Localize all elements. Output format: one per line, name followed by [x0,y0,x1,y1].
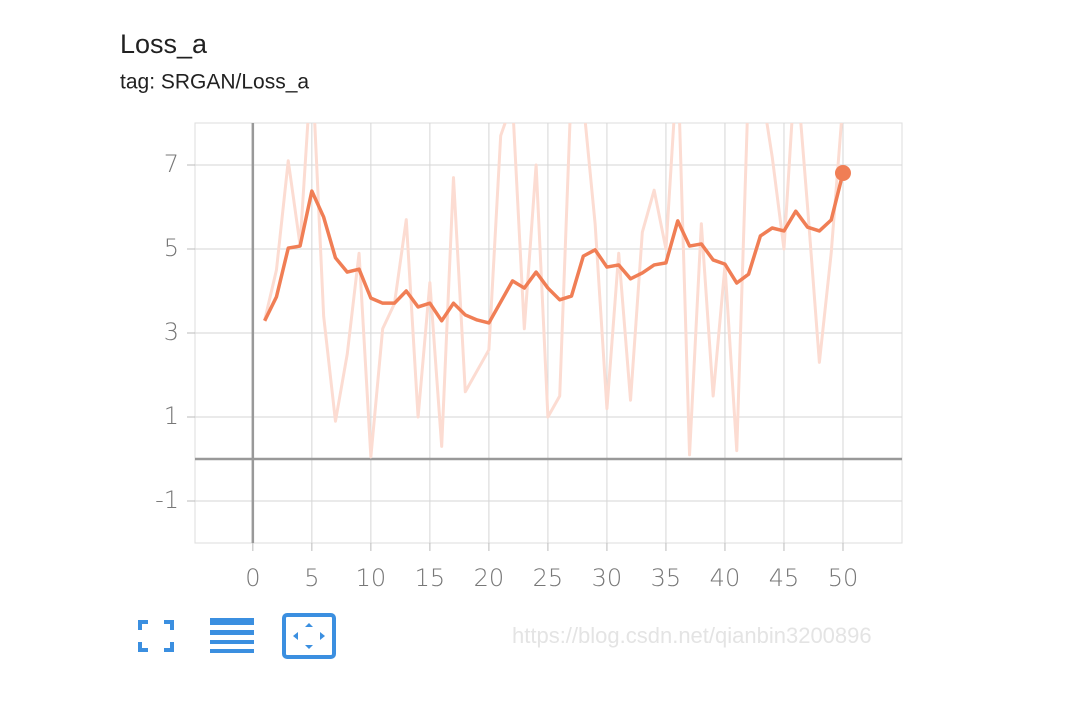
y-tick-label: 3 [164,318,179,346]
y-tick-label: -1 [155,486,179,514]
watermark: https://blog.csdn.net/qianbin3200896 [512,623,872,648]
series-line [263,172,845,325]
x-tick-label: 15 [415,564,446,592]
x-tick-label: 45 [769,564,800,592]
x-tick-label: 40 [710,564,741,592]
x-tick-label: 20 [474,564,505,592]
x-tick-label: 35 [651,564,682,592]
y-tick-label: 7 [164,150,179,178]
chart-subtitle: tag: SRGAN/Loss_a [120,71,309,94]
x-tick-label: 30 [592,564,623,592]
x-tick-label: 5 [304,564,319,592]
x-tick-label: 10 [356,564,387,592]
plot [263,123,845,459]
x-tick-label: 25 [533,564,564,592]
expand-button[interactable] [282,613,336,659]
y-tick-label: 1 [164,402,179,430]
chart-title: Loss_a [120,29,208,59]
x-tick-label: 0 [245,564,260,592]
x-tick-label: 50 [828,564,859,592]
series-line [263,123,843,459]
y-tick-label: 5 [164,234,179,262]
last-point-marker [834,164,851,181]
toggle-log-button[interactable] [210,618,254,653]
fit-button[interactable] [138,620,174,652]
